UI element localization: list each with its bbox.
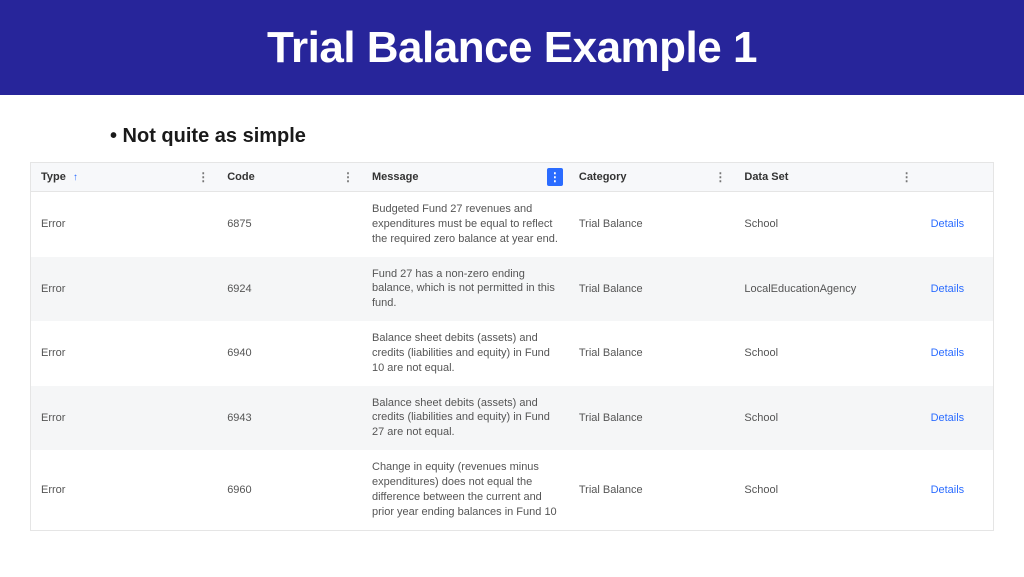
- cell-message: Balance sheet debits (assets) and credit…: [362, 386, 569, 451]
- col-header-dataset[interactable]: Data Set ⋮: [734, 163, 920, 192]
- cell-type: Error: [31, 450, 217, 529]
- col-label: Message: [372, 171, 418, 183]
- cell-code: 6943: [217, 386, 362, 451]
- details-link[interactable]: Details: [931, 283, 965, 295]
- details-link[interactable]: Details: [931, 347, 965, 359]
- details-link[interactable]: Details: [931, 218, 965, 230]
- cell-type: Error: [31, 321, 217, 386]
- errors-table: Type ↑ ⋮ Code ⋮ Message ⋮ Category ⋮: [31, 163, 993, 530]
- cell-code: 6924: [217, 257, 362, 322]
- col-label: Type: [41, 171, 66, 183]
- slide-header: Trial Balance Example 1: [0, 0, 1024, 95]
- cell-code: 6960: [217, 450, 362, 529]
- cell-type: Error: [31, 192, 217, 257]
- col-label: Code: [227, 171, 255, 183]
- details-link[interactable]: Details: [931, 484, 965, 496]
- cell-code: 6940: [217, 321, 362, 386]
- table-row: Error 6943 Balance sheet debits (assets)…: [31, 386, 993, 451]
- col-header-action: [921, 163, 993, 192]
- cell-code: 6875: [217, 192, 362, 257]
- column-menu-icon[interactable]: ⋮: [340, 168, 356, 186]
- sort-asc-icon: ↑: [73, 172, 78, 183]
- cell-category: Trial Balance: [569, 192, 735, 257]
- table-row: Error 6875 Budgeted Fund 27 revenues and…: [31, 192, 993, 257]
- cell-category: Trial Balance: [569, 386, 735, 451]
- col-header-type[interactable]: Type ↑ ⋮: [31, 163, 217, 192]
- slide-content: • Not quite as simple Type ↑ ⋮ Code ⋮ Me…: [0, 95, 1024, 531]
- col-header-category[interactable]: Category ⋮: [569, 163, 735, 192]
- cell-dataset: School: [734, 192, 920, 257]
- table-row: Error 6924 Fund 27 has a non-zero ending…: [31, 257, 993, 322]
- cell-message: Balance sheet debits (assets) and credit…: [362, 321, 569, 386]
- table-body: Error 6875 Budgeted Fund 27 revenues and…: [31, 192, 993, 530]
- slide-title: Trial Balance Example 1: [267, 23, 757, 73]
- cell-category: Trial Balance: [569, 257, 735, 322]
- cell-message: Fund 27 has a non-zero ending balance, w…: [362, 257, 569, 322]
- cell-dataset: School: [734, 386, 920, 451]
- col-label: Category: [579, 171, 627, 183]
- errors-table-container: Type ↑ ⋮ Code ⋮ Message ⋮ Category ⋮: [30, 162, 994, 531]
- col-header-code[interactable]: Code ⋮: [217, 163, 362, 192]
- bullet-text: • Not quite as simple: [110, 125, 994, 148]
- cell-category: Trial Balance: [569, 321, 735, 386]
- column-menu-icon[interactable]: ⋮: [195, 168, 211, 186]
- cell-dataset: School: [734, 450, 920, 529]
- column-menu-icon[interactable]: ⋮: [547, 168, 563, 186]
- cell-dataset: School: [734, 321, 920, 386]
- col-header-message[interactable]: Message ⋮: [362, 163, 569, 192]
- cell-category: Trial Balance: [569, 450, 735, 529]
- cell-dataset: LocalEducationAgency: [734, 257, 920, 322]
- table-row: Error 6960 Change in equity (revenues mi…: [31, 450, 993, 529]
- cell-message: Change in equity (revenues minus expendi…: [362, 450, 569, 529]
- col-label: Data Set: [744, 171, 788, 183]
- cell-type: Error: [31, 386, 217, 451]
- table-row: Error 6940 Balance sheet debits (assets)…: [31, 321, 993, 386]
- column-menu-icon[interactable]: ⋮: [899, 168, 915, 186]
- cell-message: Budgeted Fund 27 revenues and expenditur…: [362, 192, 569, 257]
- cell-type: Error: [31, 257, 217, 322]
- details-link[interactable]: Details: [931, 412, 965, 424]
- table-header-row: Type ↑ ⋮ Code ⋮ Message ⋮ Category ⋮: [31, 163, 993, 192]
- column-menu-icon[interactable]: ⋮: [712, 168, 728, 186]
